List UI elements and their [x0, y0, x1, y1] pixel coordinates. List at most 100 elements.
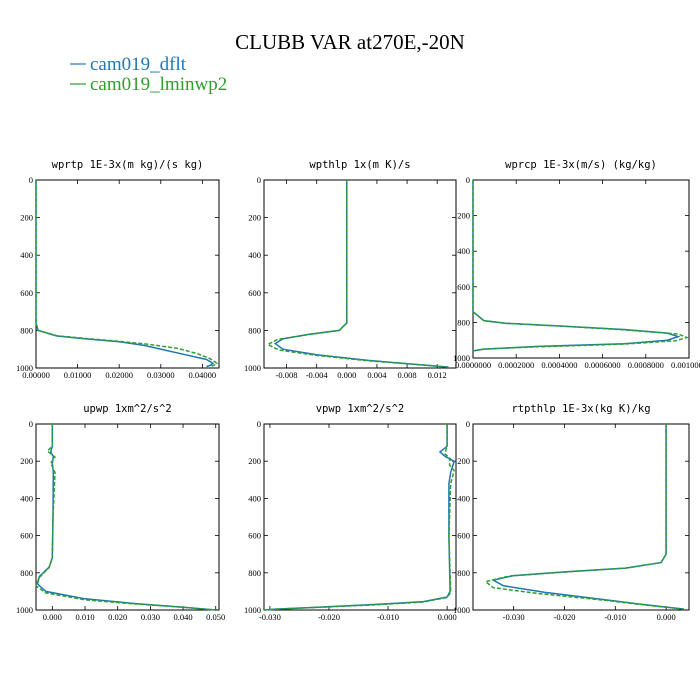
y-tick-label: 200: [457, 456, 470, 466]
y-tick-label: 600: [20, 288, 33, 298]
x-tick-label: -0.020: [553, 612, 575, 622]
y-tick-label: 600: [457, 531, 470, 541]
x-tick-label: 0.050: [206, 612, 225, 622]
panel-title: vpwp 1xm^2/s^2: [316, 403, 405, 415]
y-tick-label: 600: [457, 282, 470, 292]
x-tick-label: 0.0000000: [455, 360, 491, 370]
x-tick-label: 0.020: [108, 612, 127, 622]
series-line-dflt: [36, 424, 216, 611]
y-tick-label: 1000: [453, 605, 470, 615]
y-tick-label: 400: [248, 250, 261, 260]
x-tick-label: 0.010: [75, 612, 94, 622]
legend-label-lminwp2: cam019_lminwp2: [90, 74, 227, 95]
x-tick-label: -0.008: [276, 370, 298, 380]
panel-1: wprtp 1E-3x(m kg)/(s kg) 0 200 400 600 800 100…: [16, 159, 220, 380]
x-tick-label: 0.02000: [105, 370, 133, 380]
y-tick-label: 800: [248, 568, 261, 578]
series-line-lminwp2: [35, 180, 219, 368]
y-tick-label: 1000: [453, 353, 470, 363]
panel-2: wpthlp 1x(m K)/s 0 200 400 600 800 1000 -0.008-…: [244, 159, 457, 380]
x-tick-label: -0.004: [306, 370, 329, 380]
y-tick-label: 200: [20, 456, 33, 466]
y-tick-label: 0: [466, 175, 470, 185]
series-line-dflt: [35, 180, 215, 368]
x-tick-label: 0.0004000: [541, 360, 577, 370]
plot-frame: [263, 179, 457, 369]
x-tick-label: -0.030: [259, 612, 281, 622]
legend: cam019_dflt cam019_lminwp2: [70, 54, 227, 95]
plot-frame: [263, 423, 457, 611]
y-tick-label: 400: [457, 246, 470, 256]
x-tick-label: 0.0006000: [585, 360, 621, 370]
series-line-lminwp2: [472, 180, 690, 352]
y-tick-label: 800: [248, 325, 261, 335]
y-tick-label: 600: [248, 531, 261, 541]
plot-frame: [472, 179, 690, 359]
y-tick-label: 1000: [244, 605, 261, 615]
series-line-dflt: [491, 424, 684, 610]
y-tick-label: 200: [248, 456, 261, 466]
x-tick-label: 0.004: [367, 370, 387, 380]
y-tick-label: 0: [29, 419, 33, 429]
x-tick-label: 0.0002000: [498, 360, 534, 370]
panel-6: rtpthlp 1E-3x(kg K)/kg 0 200 400 600 800 1000 -…: [453, 403, 690, 622]
x-tick-label: 0.008: [397, 370, 416, 380]
x-tick-label: -0.020: [318, 612, 340, 622]
y-tick-label: 0: [257, 175, 261, 185]
y-tick-label: 800: [20, 568, 33, 578]
panel-title: upwp 1xm^2/s^2: [83, 403, 172, 415]
y-tick-label: 0: [29, 175, 33, 185]
y-tick-label: 200: [457, 211, 470, 221]
series-line-lminwp2: [484, 424, 684, 610]
y-tick-label: 200: [248, 213, 261, 223]
panels: wprtp 1E-3x(m kg)/(s kg) 0 200 400 600 800 100…: [16, 159, 700, 622]
y-tick-label: 400: [20, 250, 33, 260]
x-tick-label: 0.012: [428, 370, 447, 380]
y-tick-label: 800: [457, 568, 470, 578]
series-line-dflt: [273, 180, 449, 368]
y-tick-label: 800: [457, 317, 470, 327]
y-tick-label: 800: [20, 325, 33, 335]
y-tick-label: 400: [20, 493, 33, 503]
x-tick-label: 0.030: [141, 612, 160, 622]
figure-title: CLUBB VAR at270E,-20N: [235, 30, 465, 54]
legend-label-dflt: cam019_dflt: [90, 54, 187, 75]
plot-frame: [35, 423, 220, 611]
panel-title: wpthlp 1x(m K)/s: [309, 159, 410, 171]
y-tick-label: 1000: [16, 605, 33, 615]
panel-4: upwp 1xm^2/s^2 0 200 400 600 800 1000 0.000 0.01…: [16, 403, 225, 622]
panel-5: vpwp 1xm^2/s^2 0 200 400 600 800 1000-0.030 -0.…: [244, 403, 457, 622]
y-tick-label: 0: [466, 419, 470, 429]
y-tick-label: 400: [248, 493, 261, 503]
panel-title: wprcp 1E-3x(m/s) (kg/kg): [505, 159, 657, 171]
y-tick-label: 1000: [244, 363, 261, 373]
x-tick-label: 0.0008000: [628, 360, 664, 370]
plot-frame: [472, 423, 690, 611]
panel-title: wprtp 1E-3x(m kg)/(s kg): [52, 159, 204, 171]
series-line-lminwp2: [263, 424, 456, 611]
y-tick-label: 600: [20, 531, 33, 541]
series-line-dflt: [472, 180, 681, 352]
x-tick-label: -0.030: [503, 612, 525, 622]
y-tick-label: 0: [257, 419, 261, 429]
y-tick-label: 200: [20, 213, 33, 223]
x-tick-label: 0.040: [173, 612, 192, 622]
y-tick-label: 600: [248, 288, 261, 298]
x-tick-label: 0.000: [337, 370, 356, 380]
x-tick-label: -0.010: [377, 612, 399, 622]
y-tick-label: 1000: [16, 363, 33, 373]
panel-title: rtpthlp 1E-3x(kg K)/kg: [511, 403, 650, 415]
x-tick-label: 0.00000: [22, 370, 50, 380]
x-tick-label: 0.03000: [147, 370, 175, 380]
y-tick-label: 400: [457, 493, 470, 503]
series-line-lminwp2: [35, 424, 216, 611]
x-tick-label: 0.000: [438, 612, 457, 622]
x-tick-label: 0.000: [43, 612, 62, 622]
panel-3: wprcp 1E-3x(m/s) (kg/kg) 0 200 400 600 800 100…: [453, 159, 700, 370]
series-line-lminwp2: [266, 180, 449, 368]
series-line-dflt: [263, 424, 456, 611]
plot-frame: [35, 179, 220, 369]
x-tick-label: 0.01000: [64, 370, 92, 380]
